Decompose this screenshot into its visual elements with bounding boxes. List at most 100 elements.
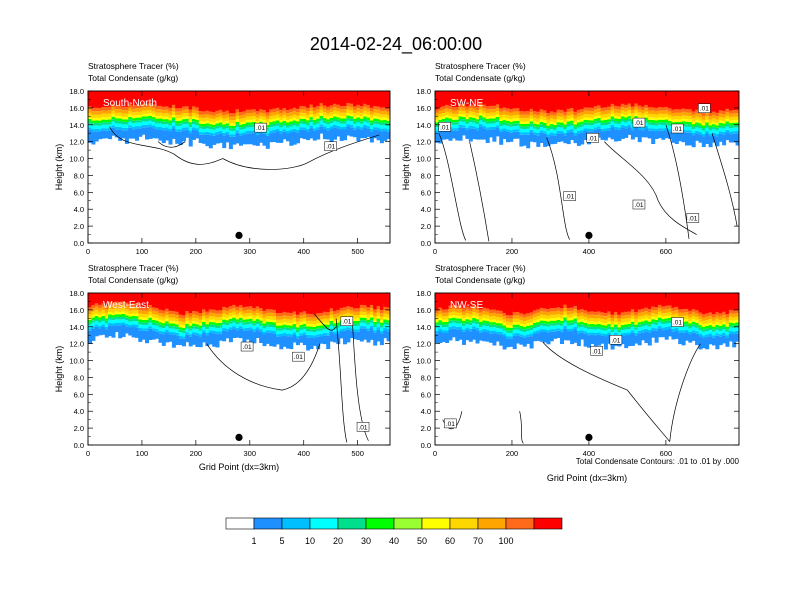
tracer-cell (708, 293, 713, 313)
tracer-cell (509, 338, 514, 347)
tracer-cell (533, 108, 537, 115)
tracer-cell (590, 122, 595, 126)
tracer-cell (627, 329, 632, 333)
tracer-cell (339, 116, 344, 119)
tracer-cell (124, 124, 129, 128)
tracer-cell (678, 107, 683, 113)
tracer-cell (282, 335, 287, 347)
tracer-cell (573, 91, 578, 112)
tracer-cell (576, 130, 581, 134)
tracer-cell (482, 322, 487, 326)
colorbar-swatch (449, 517, 479, 530)
contour-line (109, 126, 380, 170)
tracer-cell (664, 117, 669, 120)
tracer-cell (712, 324, 716, 327)
tracer-cell (451, 308, 456, 312)
tracer-cell (171, 120, 176, 123)
tracer-cell (316, 319, 321, 324)
tracer-cell (286, 315, 290, 320)
tracer-cell (688, 106, 693, 113)
tracer-cell (526, 109, 531, 115)
tracer-cell (269, 122, 274, 125)
tracer-cell (522, 317, 527, 322)
tracer-cell (553, 320, 558, 324)
tracer-cell (451, 303, 456, 309)
tracer-cell (448, 105, 453, 110)
tracer-cell (553, 127, 558, 130)
tracer-cell (168, 323, 173, 326)
tracer-cell (148, 308, 153, 312)
tracer-cell (722, 321, 727, 325)
tracer-cell (438, 91, 443, 108)
tracer-cell (131, 104, 136, 109)
tracer-cell (600, 104, 605, 112)
tracer-cell (701, 326, 706, 330)
tracer-cell (732, 107, 737, 114)
tracer-cell (634, 110, 639, 114)
tracer-cell (245, 127, 250, 131)
tracer-cell (182, 116, 186, 120)
tracer-cell (222, 121, 227, 125)
tracer-cell (322, 118, 327, 121)
tracer-cell (685, 326, 689, 330)
tracer-cell (279, 330, 284, 334)
tracer-cell (252, 112, 257, 116)
tracer-cell (681, 115, 686, 119)
tracer-cell (339, 121, 344, 124)
tracer-cell (485, 293, 490, 309)
tracer-cell (664, 113, 669, 117)
tracer-cell (208, 330, 213, 333)
x-axis-label: Grid Point (dx=3km) (199, 462, 279, 472)
tracer-cell (326, 116, 331, 120)
tracer-cell (346, 329, 351, 343)
tracer-cell (202, 114, 207, 119)
tracer-cell (708, 330, 713, 334)
tracer-cell (309, 107, 314, 112)
tracer-cell (215, 120, 220, 124)
tracer-cell (208, 308, 213, 313)
y-tick-label: 6.0 (74, 188, 84, 197)
tracer-cell (691, 129, 696, 133)
tracer-cell (322, 318, 327, 322)
tracer-cell (121, 308, 126, 312)
tracer-cell (165, 323, 170, 327)
tracer-cell (205, 321, 210, 325)
tracer-cell (289, 119, 294, 122)
tracer-cell (580, 321, 585, 325)
tracer-cell (94, 316, 99, 319)
tracer-cell (128, 307, 133, 311)
tracer-cell (232, 326, 237, 329)
tracer-cell (292, 309, 297, 315)
tracer-cell (353, 332, 358, 340)
tracer-cell (657, 320, 662, 323)
tracer-cell (252, 306, 257, 312)
tracer-cell (668, 323, 673, 327)
tracer-cell (235, 313, 240, 317)
tracer-cell (472, 320, 477, 323)
tracer-cell (182, 318, 186, 322)
tracer-cell (111, 116, 116, 120)
tracer-cell (218, 309, 223, 314)
tracer-cell (141, 314, 146, 318)
tracer-cell (168, 111, 173, 115)
tracer-cell (519, 328, 524, 331)
tracer-field: .01.01.01.01 (435, 293, 739, 444)
tracer-cell (185, 112, 190, 117)
tracer-cell (339, 331, 344, 339)
tracer-cell (647, 305, 652, 313)
tracer-cell (356, 318, 361, 321)
tracer-cell (691, 121, 696, 125)
tracer-cell (708, 128, 713, 131)
tracer-cell (583, 114, 588, 118)
tracer-cell (225, 314, 230, 318)
tracer-cell (121, 121, 126, 125)
tracer-cell (302, 321, 307, 324)
tracer-cell (101, 130, 106, 139)
tracer-cell (509, 333, 514, 337)
tracer-cell (722, 114, 727, 118)
tracer-cell (610, 293, 615, 315)
tracer-cell (580, 132, 585, 145)
tracer-cell (492, 322, 497, 325)
tracer-cell (339, 129, 344, 141)
tracer-cell (539, 331, 544, 342)
